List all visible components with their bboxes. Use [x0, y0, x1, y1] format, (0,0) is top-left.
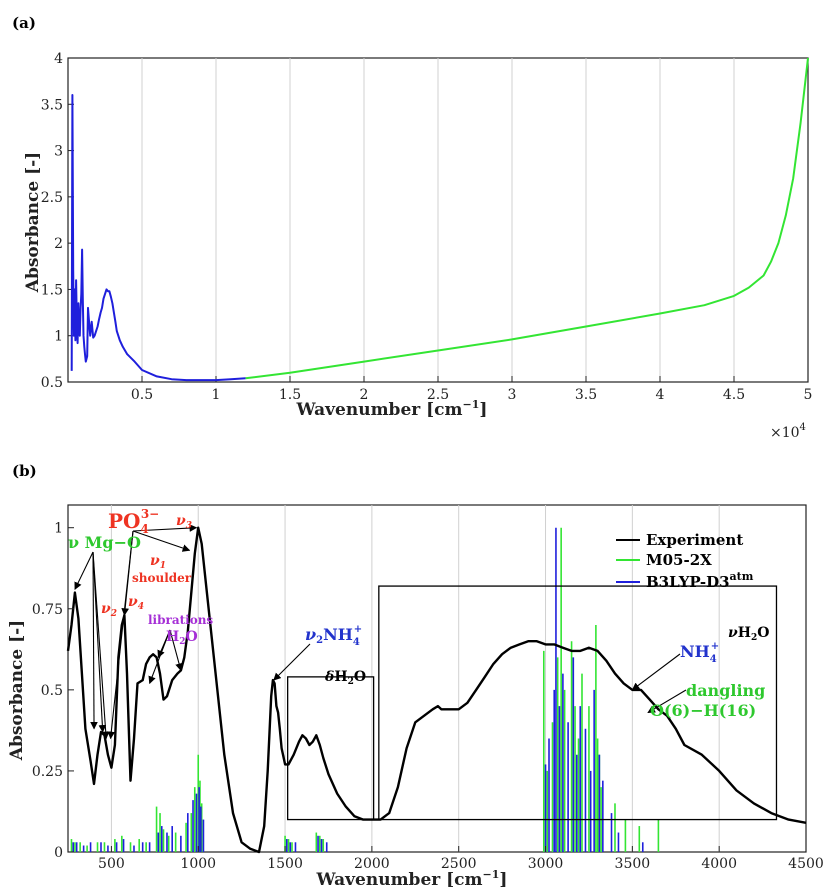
panel-b-y-ticks: 0 0.25 0.5 0.75 1 [32, 521, 74, 861]
panel-a-x-tick-label: 2.5 [427, 387, 449, 403]
annotation-nu-mg-o: ν Mg−O [68, 533, 141, 552]
panel-b-x-tick-label: 1000 [180, 856, 216, 872]
annotation-nh4: NH4+ [680, 641, 719, 665]
panel-a-chart: 0.5 1 1.5 2 2.5 3 3.5 4 4.5 5 0.5 1 1.5 2 2.5 3 3.5 4 Wa… [23, 51, 812, 441]
panel-b-y-tick-label: 0.25 [32, 764, 63, 780]
panel-a-x-tick-label: 2 [360, 387, 369, 403]
panel-a-x-axis-title: Wavenumber [cm−1] [296, 398, 488, 420]
annotation-librations: librations [148, 613, 213, 627]
arrow-po4-nu1 [132, 530, 191, 552]
panel-b-x-tick-label: 2000 [354, 856, 390, 872]
panel-a-y-tick-label: 3.5 [41, 97, 63, 113]
arrow-mg-o-1 [74, 551, 94, 591]
annotation-po4: PO43− [108, 507, 159, 536]
panel-b-stick-spectra [70, 527, 660, 852]
annotation-nu2-nh4: ν2NH4+ [305, 624, 362, 648]
panel-b-x-tick-label: 2500 [441, 856, 477, 872]
panel-a-x-tick-label: 3 [508, 387, 517, 403]
panel-a-y-tick-label: 4 [54, 51, 63, 67]
experiment-line [66, 526, 807, 854]
panel-b-y-tick-label: 1 [54, 521, 63, 537]
panel-a-y-axis-title: Absorbance [-] [23, 152, 43, 293]
annotation-nu1: ν1 [150, 553, 166, 571]
arrow-mg-o-4 [92, 551, 110, 740]
panel-b-y-axis-title: Absorbance [-] [7, 620, 27, 761]
arrow-librations-3 [169, 629, 183, 672]
panel-b-y-tick-label: 0.75 [32, 602, 63, 618]
panel-a-y-tick-label: 2.5 [41, 190, 63, 206]
annotation-nu2: ν2 [101, 601, 117, 619]
panel-b-x-tick-label: 3500 [615, 856, 651, 872]
arrow-mg-o-2 [90, 551, 98, 730]
arrow-dangling [647, 689, 687, 714]
panel-b-x-ticks: 500 1000 1500 2000 2500 3000 3500 4000 4500 [98, 846, 823, 872]
arrow-nu2-nh4 [273, 643, 311, 681]
panel-a-y-tick-label: 1 [54, 329, 63, 345]
panel-b-x-tick-label: 4500 [788, 856, 823, 872]
panel-b-y-tick-label: 0.5 [41, 683, 63, 699]
annotation-shoulder: shoulder [132, 571, 192, 585]
panel-a-y-tick-label: 0.5 [41, 375, 63, 391]
panel-b-gridlines [110, 505, 720, 852]
delta-h2o-region-box [287, 676, 375, 821]
panel-a-x-tick-label: 3.5 [575, 387, 597, 403]
annotation-delta-h2o: δH2O [324, 669, 366, 687]
panel-a-label: (a) [12, 14, 36, 32]
panel-a-x-tick-label: 1 [212, 387, 221, 403]
panel-b-legend: Experiment M05-2X B3LYP-D3atm [616, 531, 754, 591]
annotation-h2o-librations: H2O [166, 629, 198, 647]
panel-b-x-tick-label: 500 [98, 856, 125, 872]
annotation-nu3: ν3 [176, 513, 192, 531]
panel-a-y-tick-label: 3 [54, 144, 63, 160]
panel-b-x-axis-title: Wavenumber [cm−1] [316, 868, 508, 890]
panel-b-label: (b) [12, 462, 37, 480]
panel-a-x-tick-label: 4.5 [723, 387, 745, 403]
panel-a-x-tick-label: 0.5 [131, 387, 153, 403]
panel-b-annotation-arrows [74, 524, 687, 740]
panel-b-x-tick-label: 3000 [528, 856, 564, 872]
annotation-o6-h16: O(6)−H(16) [650, 701, 756, 720]
panel-b-region-boxes [287, 585, 778, 821]
panel-b-y-tick-label: 0 [54, 845, 63, 861]
annotation-nu4: ν4 [128, 594, 144, 612]
arrow-po4-nu3 [132, 524, 198, 532]
panel-b-x-tick-label: 4000 [701, 856, 737, 872]
panel-b-chart: 500 1000 1500 2000 2500 3000 3500 4000 4500 0 0.2… [7, 504, 823, 890]
arrow-nh4 [631, 653, 681, 691]
legend-label-m05-2x: M05-2X [646, 551, 712, 569]
panel-a-x-tick-label: 5 [804, 387, 813, 403]
panel-a-x-tick-label: 4 [656, 387, 665, 403]
legend-label-b3lyp: B3LYP-D3atm [646, 570, 754, 591]
annotation-dangling: dangling [686, 681, 765, 700]
panel-b-plot-frame [67, 504, 807, 853]
nu-h2o-region-box [378, 585, 778, 821]
panel-b-experiment-series [66, 526, 807, 854]
panel-a-x-ticks: 0.5 1 1.5 2 2.5 3 3.5 4 4.5 5 [131, 376, 813, 403]
arrow-librations-2 [157, 629, 171, 659]
panel-b-x-tick-label: 1500 [267, 856, 303, 872]
panel-a-series-green [245, 57, 809, 380]
panel-a-series-blue [70, 94, 246, 382]
panel-a-y-tick-label: 2 [54, 236, 63, 252]
arrow-po4-2 [121, 530, 134, 617]
legend-label-experiment: Experiment [646, 531, 743, 549]
panel-a-x-multiplier: ×104 [770, 422, 806, 441]
panel-a-x-tick-label: 1.5 [279, 387, 301, 403]
panel-a-gridlines [141, 58, 735, 382]
annotation-nu-h2o: νH2O [728, 625, 769, 643]
panel-a-y-tick-label: 1.5 [41, 282, 63, 298]
panel-a-series [70, 57, 809, 382]
panel-a-y-ticks: 0.5 1 1.5 2 2.5 3 3.5 4 [41, 51, 74, 391]
